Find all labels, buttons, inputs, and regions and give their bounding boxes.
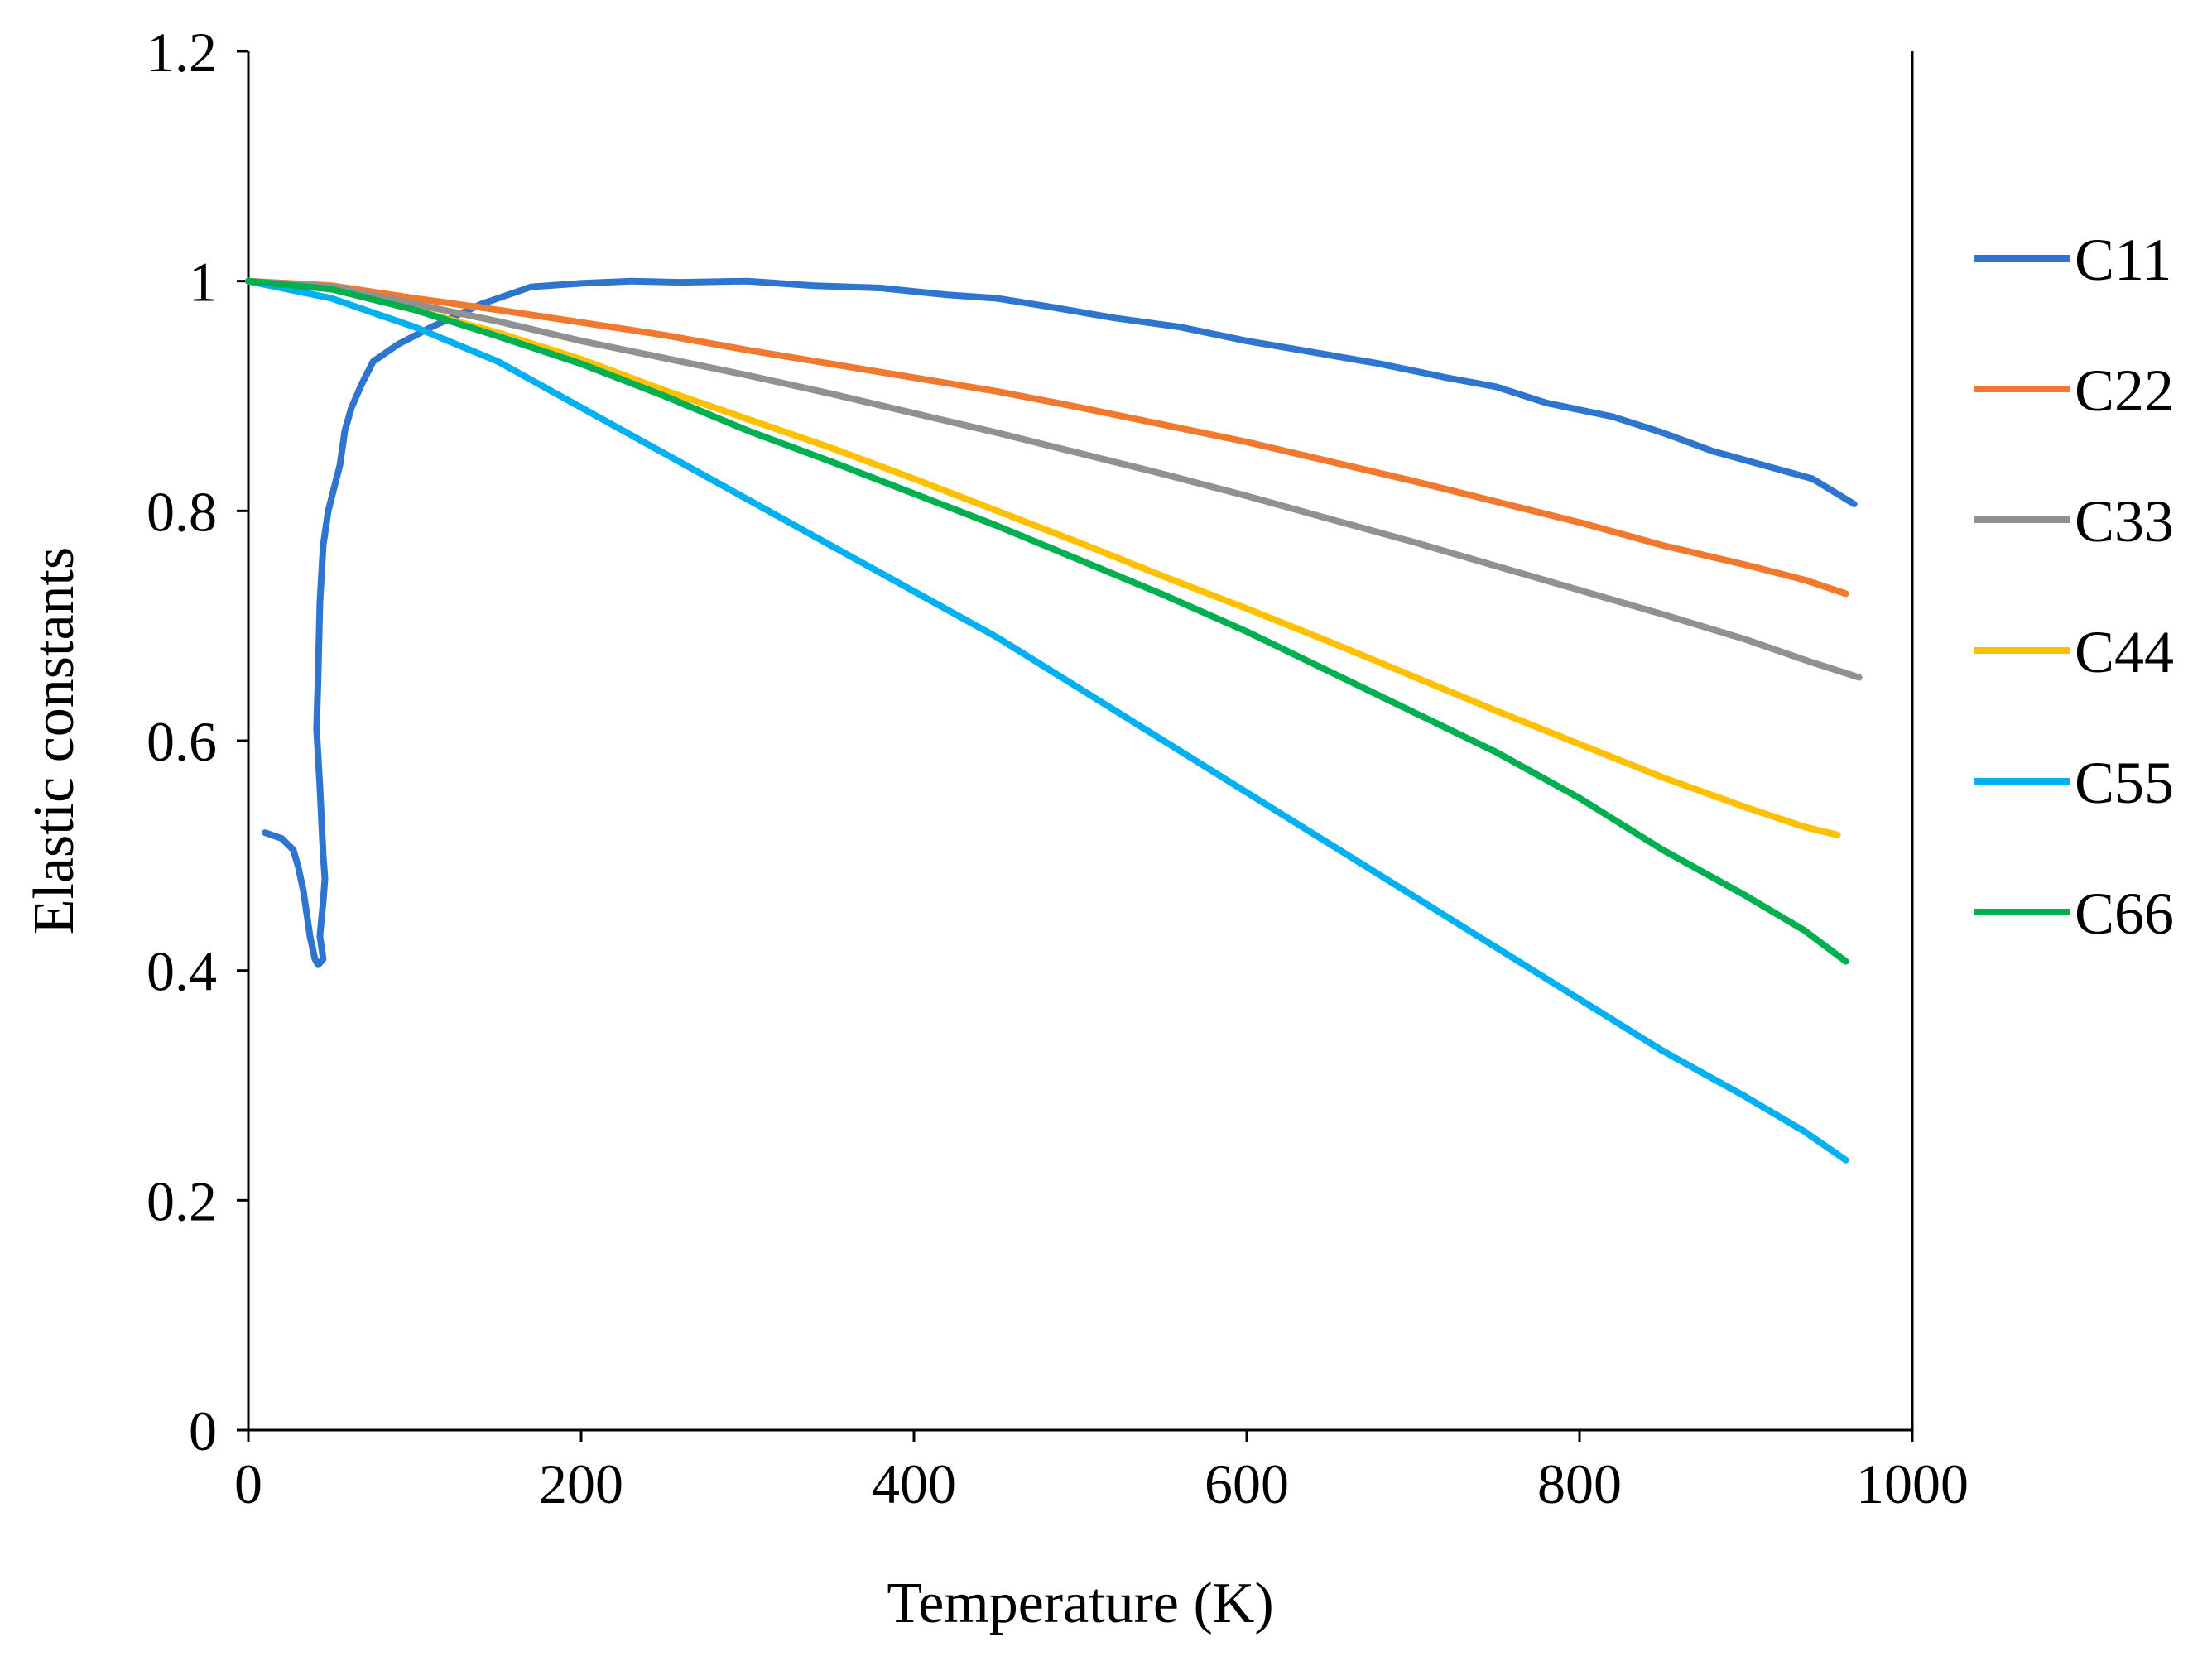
legend-label-c66: C66 [2075,881,2174,947]
axes [247,51,1914,1432]
y-tick-label: 1 [189,251,217,314]
legend-label-c11: C11 [2075,227,2171,293]
y-tick-label: 0.8 [147,480,217,543]
y-tick-label: 0.2 [147,1169,217,1232]
y-tick-label: 0.6 [147,710,217,773]
series-line-c22 [245,277,1849,598]
legend-label-c55: C55 [2075,750,2174,816]
series-line-c11 [262,277,1858,968]
x-ticks: 0 200 400 600 800 1000 [234,1430,1969,1515]
series-lines [245,277,1863,1164]
x-tick-label: 0 [234,1452,262,1515]
series-line-c55 [245,277,1849,1164]
x-tick-label: 800 [1537,1452,1622,1515]
y-tick-label: 0.4 [147,940,217,1003]
x-tick-label: 400 [872,1452,956,1515]
series-line-c66 [245,277,1849,965]
legend-label-c44: C44 [2075,619,2174,685]
x-axis-title: Temperature (K) [887,1572,1273,1635]
legend: C11 C22 C33 C44 C55 C66 [1974,227,2174,947]
x-tick-label: 1000 [1856,1452,1969,1515]
x-tick-label: 200 [539,1452,623,1515]
x-tick-label: 600 [1205,1452,1289,1515]
legend-label-c22: C22 [2075,358,2174,424]
legend-label-c33: C33 [2075,488,2174,554]
series-line-c44 [245,277,1841,838]
y-ticks: 0 0.2 0.4 0.6 0.8 1 1.2 [147,21,248,1462]
y-axis-title: Elastic constants [22,547,86,935]
y-tick-label: 1.2 [147,21,217,84]
y-tick-label: 0 [189,1399,217,1462]
series-line-c33 [245,277,1863,681]
